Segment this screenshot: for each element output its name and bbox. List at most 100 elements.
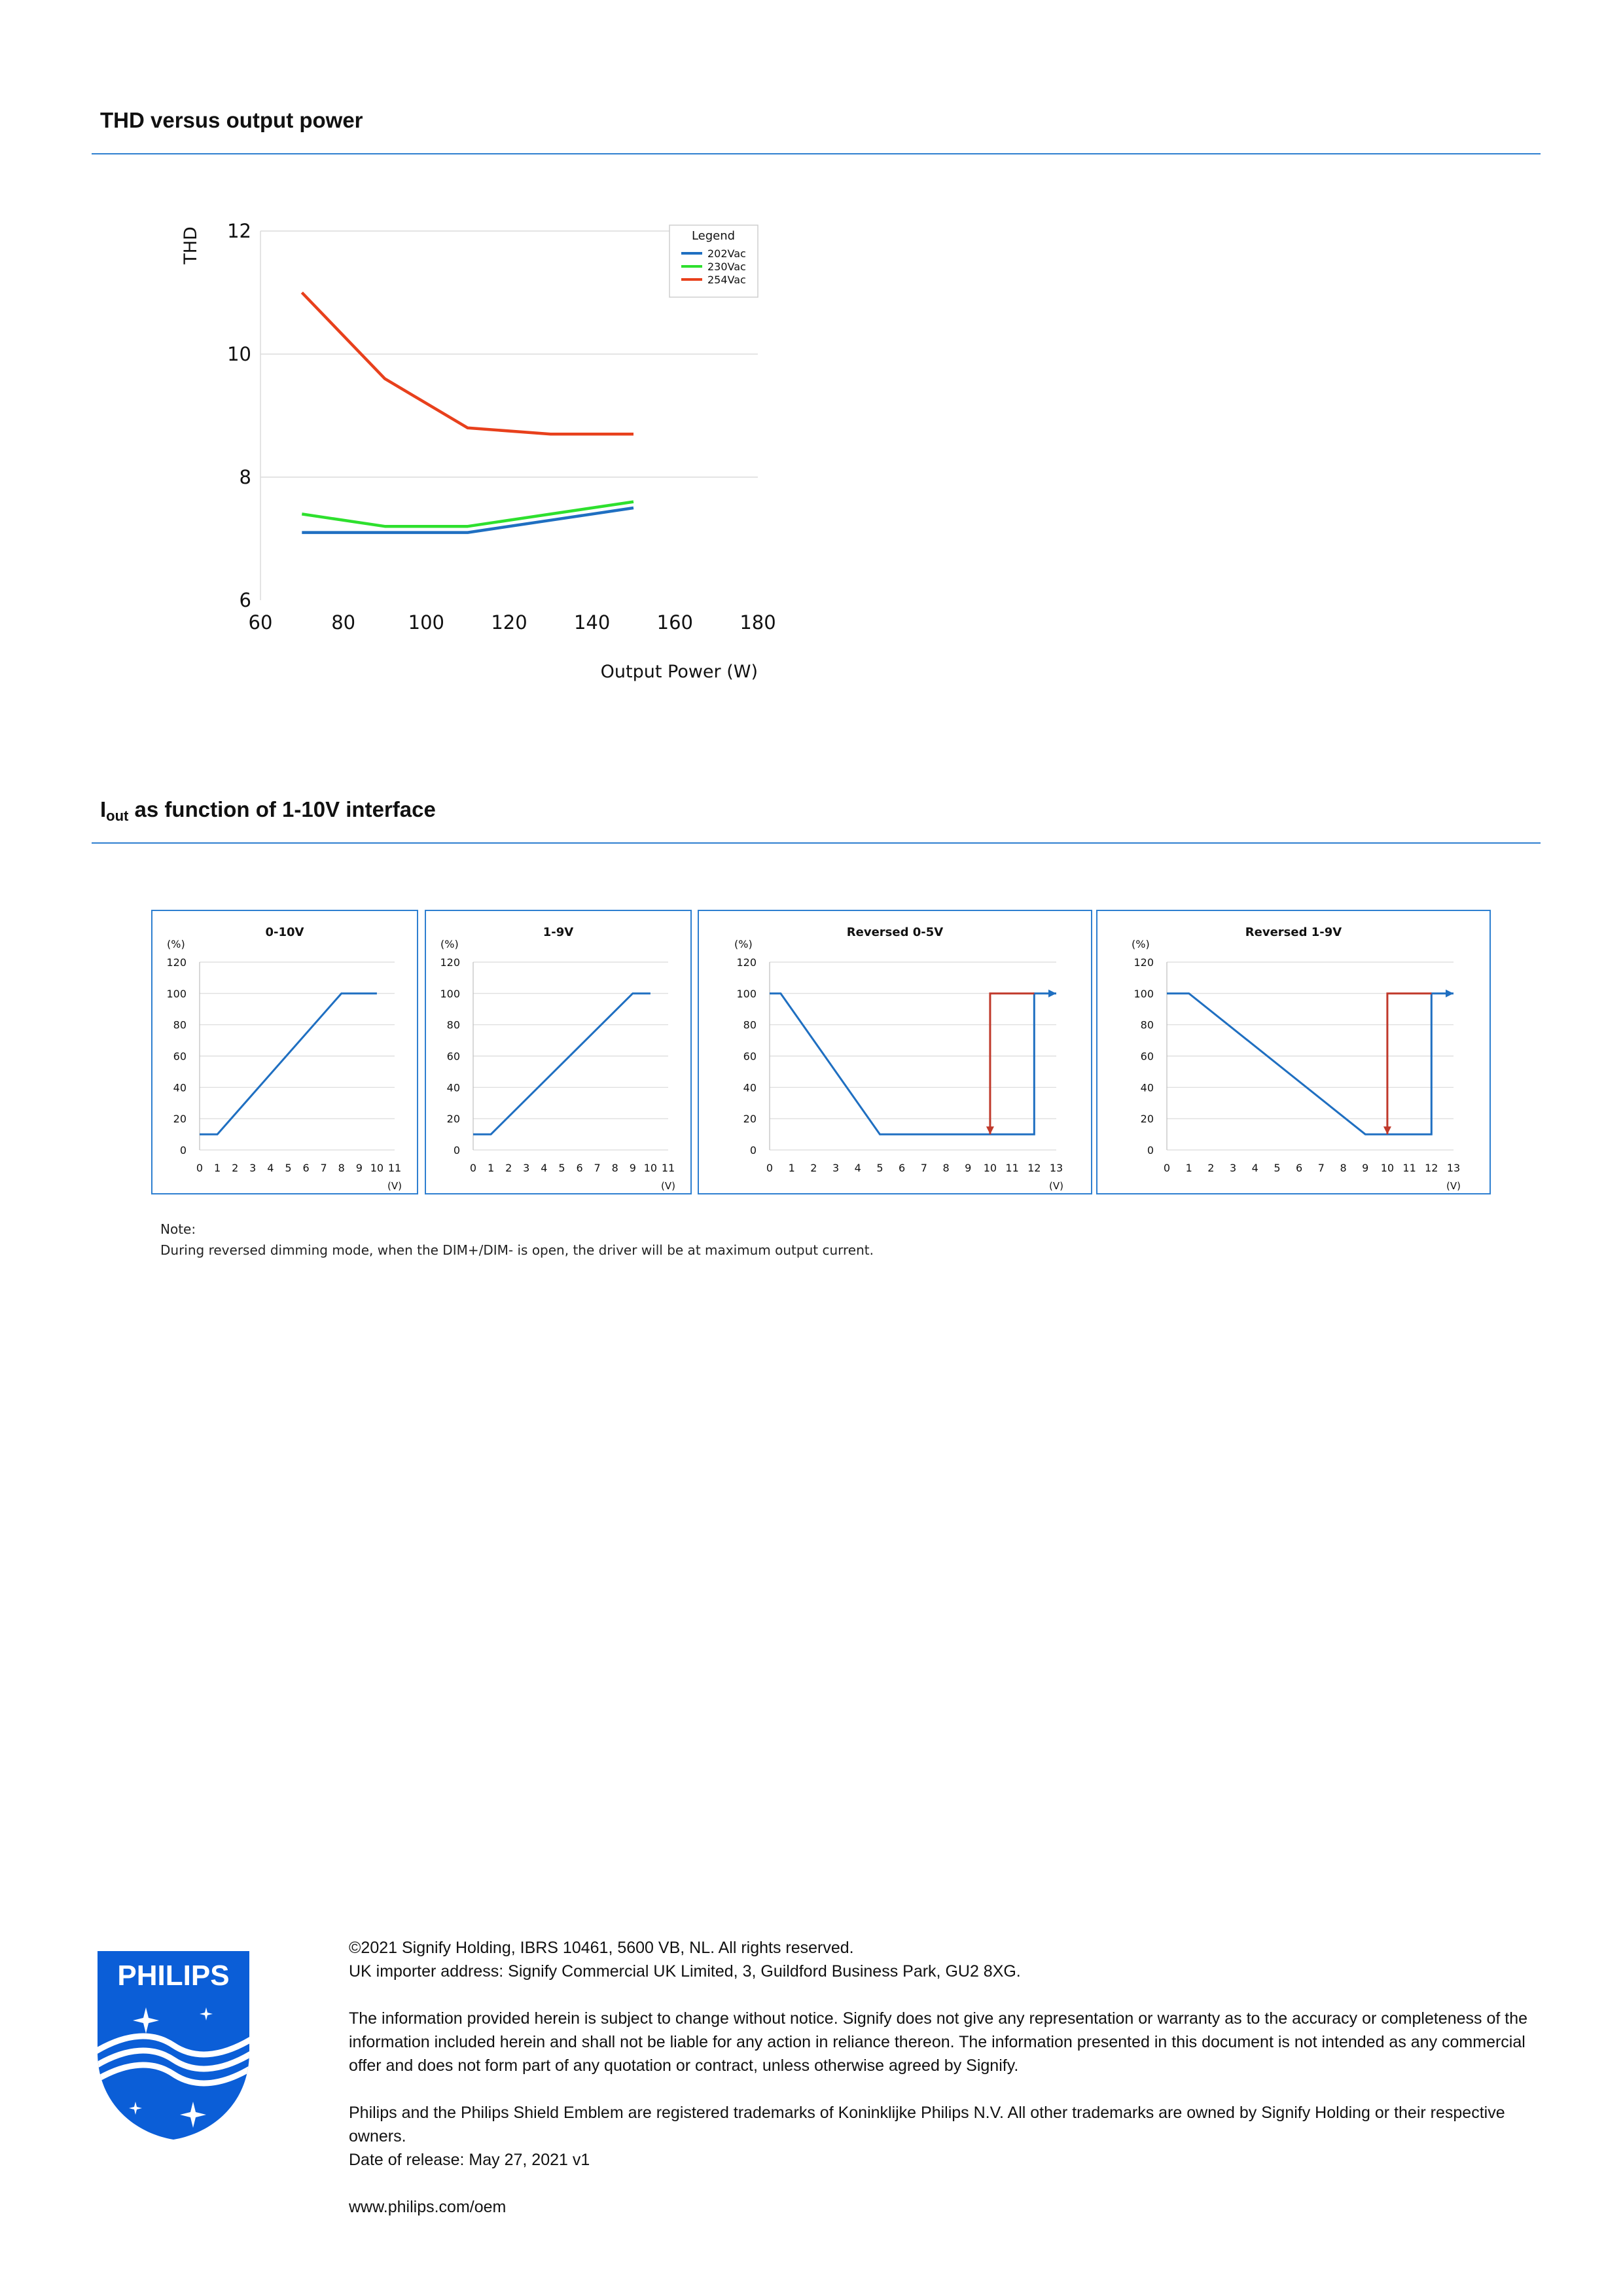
x-tick-label: 9 [1362, 1162, 1368, 1174]
x-tick-label: 4 [855, 1162, 861, 1174]
output-curve [770, 992, 1056, 1136]
x-tick-label: 5 [1274, 1162, 1280, 1174]
series-line-254Vac [300, 291, 633, 436]
x-tick-label: 3 [832, 1162, 839, 1174]
y-axis-unit: (%) [440, 938, 459, 950]
footer-release-date: Date of release: May 27, 2021 v1 [349, 2151, 590, 2169]
y-tick-label: 80 [173, 1019, 187, 1031]
x-tick-label: 0 [766, 1162, 773, 1174]
legend-box [669, 224, 758, 298]
arrow-head [986, 1126, 994, 1135]
section-title-thd: THD versus output power [100, 108, 363, 132]
y-tick-label: 20 [743, 1113, 757, 1125]
x-tick-label: 120 [491, 611, 527, 634]
y-tick-label: 60 [743, 1050, 757, 1063]
y-tick-label: 120 [440, 956, 460, 969]
y-tick-label: 60 [1141, 1050, 1154, 1063]
y-tick-label: 80 [1141, 1019, 1154, 1031]
x-tick-label: 3 [523, 1162, 529, 1174]
y-tick-label: 8 [240, 466, 251, 488]
x-tick-label: 10 [1381, 1162, 1394, 1174]
x-tick-label: 1 [1186, 1162, 1192, 1174]
y-tick-label: 40 [173, 1081, 187, 1094]
x-tick-label: 7 [594, 1162, 601, 1174]
x-axis-label: Output Power (W) [601, 662, 758, 682]
x-tick-label: 3 [249, 1162, 256, 1174]
x-tick-label: 0 [470, 1162, 476, 1174]
y-tick-label: 80 [447, 1019, 460, 1031]
x-tick-label: 4 [267, 1162, 274, 1174]
section-divider [92, 153, 1541, 154]
y-tick-label: 0 [180, 1144, 187, 1157]
output-curve [1167, 992, 1454, 1136]
philips-shield-logo: PHILIPS [95, 1947, 252, 2147]
x-tick-label: 0 [196, 1162, 203, 1174]
output-curve [200, 992, 377, 1136]
thd-chart: 6 8 10 12 60 80 100 120 140 160 180 Output Power (W… [181, 220, 776, 682]
legend-title: Legend [692, 229, 735, 243]
footer-trademarks: Philips and the Philips Shield Emblem ar… [349, 2104, 1505, 2145]
y-tick-label: 20 [447, 1113, 460, 1125]
y-tick-label: 100 [736, 988, 757, 1000]
dim-chart-0-10v: 0-10V (%) 0 20 40 60 80 100 120 0 1 2 3 4 5 6 7 8 9 10 11 (V) [151, 910, 418, 1194]
x-tick-label: 9 [965, 1162, 971, 1174]
x-axis-unit: (V) [1446, 1180, 1461, 1192]
x-tick-label: 2 [505, 1162, 512, 1174]
y-tick-label: 40 [1141, 1081, 1154, 1094]
x-tick-label: 0 [1164, 1162, 1170, 1174]
x-tick-label: 5 [558, 1162, 565, 1174]
note-text: During reversed dimming mode, when the D… [160, 1242, 874, 1258]
section-title-iout: Iout as function of 1-10V interface [100, 797, 436, 824]
y-tick-label: 20 [173, 1113, 187, 1125]
x-tick-label: 11 [1005, 1162, 1018, 1174]
y-tick-label: 120 [166, 956, 187, 969]
y-tick-label: 10 [227, 343, 251, 365]
x-tick-label: 4 [541, 1162, 547, 1174]
x-tick-label: 1 [214, 1162, 221, 1174]
x-tick-label: 160 [657, 611, 693, 634]
footer-url-link[interactable]: www.philips.com/oem [349, 2198, 507, 2216]
x-tick-label: 6 [576, 1162, 582, 1174]
x-tick-label: 9 [630, 1162, 636, 1174]
panel-border [698, 910, 1092, 1194]
philips-wordmark: PHILIPS [117, 1960, 229, 1992]
x-tick-label: 11 [1402, 1162, 1416, 1174]
panel-title: 0-10V [266, 925, 304, 939]
x-tick-label: 13 [1050, 1162, 1063, 1174]
x-tick-label: 11 [388, 1162, 401, 1174]
x-tick-label: 6 [302, 1162, 309, 1174]
x-tick-label: 1 [789, 1162, 795, 1174]
x-tick-label: 8 [612, 1162, 618, 1174]
x-tick-label: 12 [1027, 1162, 1041, 1174]
y-tick-label: 80 [743, 1019, 757, 1031]
x-tick-label: 60 [249, 611, 273, 634]
x-tick-label: 80 [331, 611, 355, 634]
x-tick-label: 1 [488, 1162, 494, 1174]
dim-chart-1-9v: 1-9V (%) 0 20 40 60 80 100 120 0 1 2 3 4 5 6 7 8 9 10 11 (V) [425, 910, 692, 1194]
x-tick-label: 2 [810, 1162, 817, 1174]
star-icon [129, 2007, 213, 2128]
y-axis-label: THD [181, 226, 201, 265]
x-tick-label: 7 [921, 1162, 927, 1174]
x-axis-unit: (V) [661, 1180, 675, 1192]
footer: ©2021 Signify Holding, IBRS 10461, 5600 … [349, 1936, 1537, 2242]
x-tick-label: 3 [1230, 1162, 1236, 1174]
x-tick-label: 8 [338, 1162, 345, 1174]
legend-label: 202Vac [707, 247, 746, 260]
x-tick-label: 10 [644, 1162, 657, 1174]
note: Note: During reversed dimming mode, when… [160, 1219, 874, 1261]
x-tick-label: 10 [370, 1162, 383, 1174]
x-tick-label: 12 [1425, 1162, 1438, 1174]
panel-title: 1-9V [543, 925, 574, 939]
output-curve [473, 992, 651, 1136]
legend-label: 230Vac [707, 260, 746, 273]
x-tick-label: 5 [285, 1162, 291, 1174]
x-axis-unit: (V) [387, 1180, 402, 1192]
x-tick-label: 2 [232, 1162, 238, 1174]
x-tick-label: 7 [321, 1162, 327, 1174]
arrow-head [1446, 989, 1454, 997]
arrow-head [1383, 1126, 1391, 1135]
dim-chart-reversed-1-9v: Reversed 1-9V (%) 0 20 40 60 80 100 120 0 1 2 3 4 5 6 7 8… [1096, 910, 1491, 1194]
footer-importer: UK importer address: Signify Commercial … [349, 1962, 1021, 1981]
x-tick-label: 8 [942, 1162, 949, 1174]
